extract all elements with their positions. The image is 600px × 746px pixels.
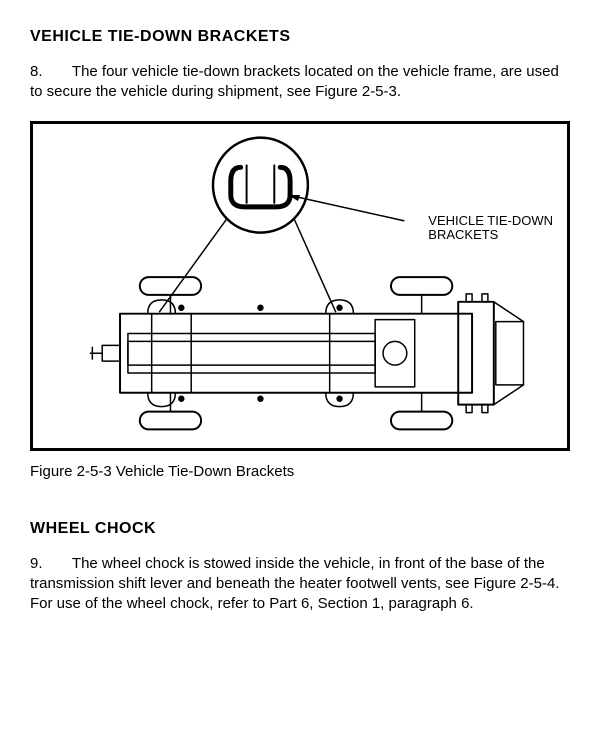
figure-callout-label: VEHICLE TIE-DOWN BRACKETS (428, 214, 553, 244)
section-heading: VEHICLE TIE-DOWN BRACKETS (30, 28, 570, 46)
paragraph-text: The four vehicle tie-down brackets locat… (30, 63, 559, 100)
callout-line-1: VEHICLE TIE-DOWN (428, 213, 553, 228)
figure-frame: VEHICLE TIE-DOWN BRACKETS (30, 121, 570, 451)
section-heading: WHEEL CHOCK (30, 520, 570, 538)
figure-caption: Figure 2-5-3 Vehicle Tie-Down Brackets (30, 463, 570, 480)
vehicle-diagram (33, 124, 567, 448)
section-paragraph: 8. The four vehicle tie-down brackets lo… (30, 62, 570, 103)
section-paragraph: 9. The wheel chock is stowed inside the … (30, 554, 570, 615)
paragraph-number: 8. (30, 62, 68, 82)
paragraph-text: The wheel chock is stowed inside the veh… (30, 555, 559, 613)
callout-line-2: BRACKETS (428, 227, 498, 242)
paragraph-number: 9. (30, 554, 68, 574)
